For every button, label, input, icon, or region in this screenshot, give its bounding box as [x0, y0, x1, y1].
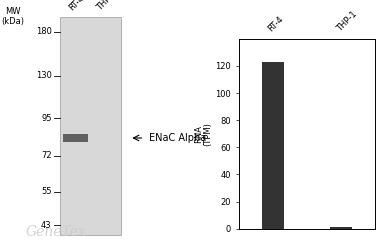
Y-axis label: RNA
(TPM): RNA (TPM)	[194, 122, 213, 146]
Text: THP-1: THP-1	[95, 0, 119, 12]
Text: RT-4: RT-4	[67, 0, 86, 12]
Text: RT-4: RT-4	[266, 14, 285, 33]
Bar	[330, 228, 352, 229]
Text: GeneTex: GeneTex	[26, 226, 87, 239]
Text: THP-1: THP-1	[335, 9, 358, 33]
Text: 72: 72	[41, 151, 52, 160]
Text: ENaC Alpha: ENaC Alpha	[149, 133, 206, 143]
Text: 55: 55	[41, 188, 52, 196]
Bar	[262, 62, 284, 229]
Text: 43: 43	[41, 221, 52, 230]
Text: 95: 95	[41, 114, 52, 122]
Text: 130: 130	[36, 71, 52, 80]
Text: MW
(kDa): MW (kDa)	[2, 8, 24, 26]
Bar	[62, 134, 87, 142]
Bar	[60, 18, 121, 235]
Text: 180: 180	[36, 27, 52, 36]
